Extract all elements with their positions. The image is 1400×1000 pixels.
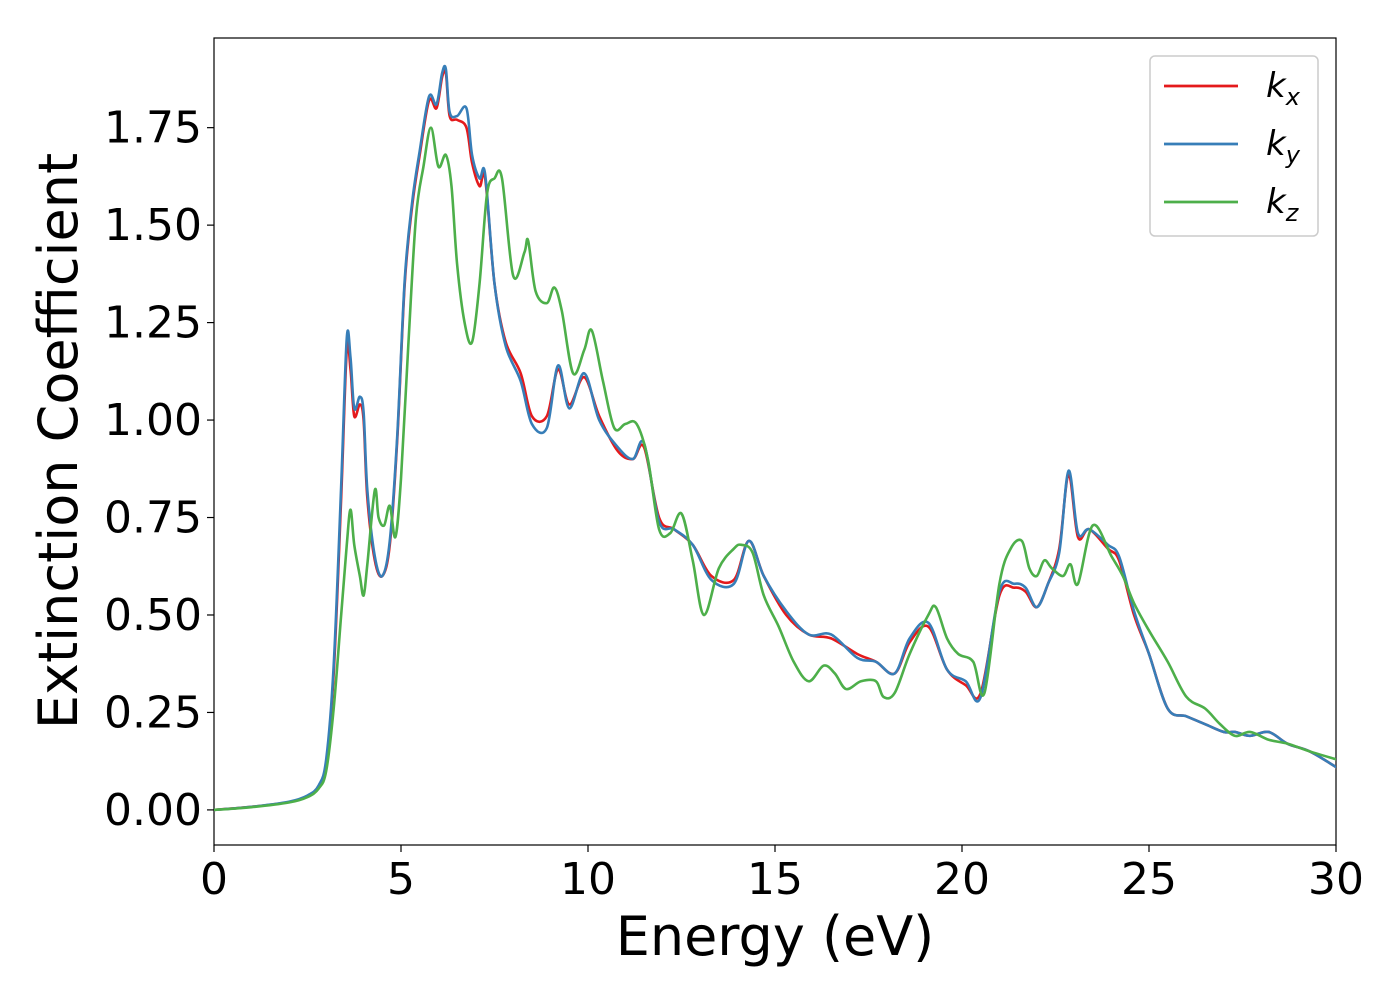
y-tick-label: 1.50 — [104, 200, 202, 251]
legend-label-ky: ky — [1266, 124, 1301, 169]
series-line-ky — [214, 64, 1336, 812]
legend-label-kz: kz — [1266, 182, 1300, 227]
y-axis-title: Extinction Coefficient — [27, 153, 90, 729]
y-tick-label: 0.00 — [104, 785, 202, 836]
series-layer — [214, 64, 1336, 812]
series-line-kz — [214, 126, 1336, 812]
plot-area — [213, 37, 1337, 846]
x-tick-label: 30 — [1308, 854, 1364, 905]
y-tick-label: 0.50 — [104, 590, 202, 641]
x-tick-label: 25 — [1121, 854, 1177, 905]
x-tick-label: 10 — [560, 854, 616, 905]
y-tick-label: 0.75 — [104, 493, 202, 544]
x-axis-title: Energy (eV) — [616, 905, 935, 968]
y-tick-label: 1.00 — [104, 395, 202, 446]
legend-box — [1149, 55, 1319, 237]
y-tick-label: 0.25 — [104, 687, 202, 738]
y-tick-label: 1.25 — [104, 298, 202, 349]
legend: kx ky kz — [1149, 55, 1319, 237]
x-tick-label: 5 — [387, 854, 415, 905]
legend-label-kx: kx — [1266, 66, 1301, 111]
x-tick-label: 15 — [747, 854, 803, 905]
x-axis: 0 5 10 15 20 25 30 — [200, 845, 1364, 905]
y-tick-label: 1.75 — [104, 103, 202, 154]
y-axis: 0.00 0.25 0.50 0.75 1.00 1.25 1.50 1.75 — [104, 103, 214, 836]
x-tick-label: 20 — [934, 854, 990, 905]
x-tick-label: 0 — [200, 854, 228, 905]
